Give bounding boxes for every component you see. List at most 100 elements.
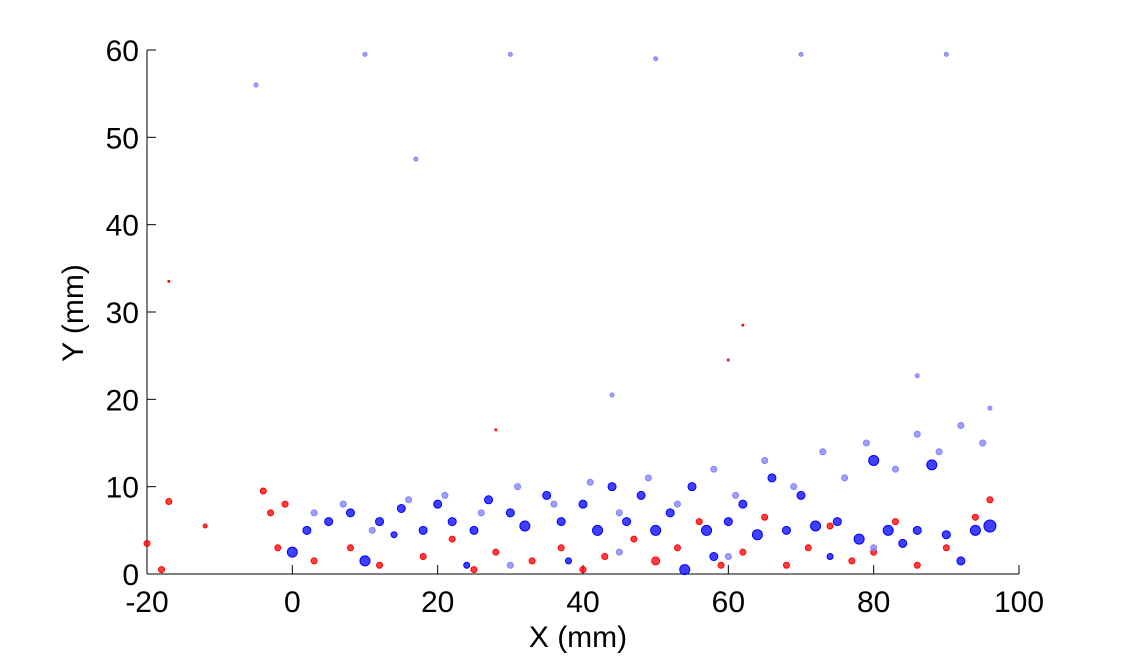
point [158, 566, 166, 574]
point [550, 500, 558, 508]
point [986, 496, 994, 504]
y-tick-label: 60 [106, 35, 139, 68]
y-axis-label: Y (mm) [57, 264, 90, 362]
point [494, 428, 498, 432]
point [695, 518, 703, 526]
point [798, 51, 804, 57]
point [346, 544, 354, 552]
y-tick-label: 10 [106, 472, 139, 505]
point [202, 523, 208, 529]
point [609, 392, 615, 398]
point [324, 517, 334, 527]
point [345, 508, 355, 518]
point [709, 552, 719, 562]
point [578, 499, 588, 509]
point [368, 526, 376, 534]
point [470, 566, 478, 574]
point [310, 509, 318, 517]
point [739, 548, 747, 556]
point [870, 544, 878, 552]
point [673, 544, 681, 552]
point [396, 504, 406, 513]
point [726, 358, 730, 362]
point [819, 448, 827, 456]
point [983, 519, 997, 533]
point [469, 525, 479, 535]
point [259, 487, 267, 495]
point [586, 478, 594, 486]
point [433, 499, 443, 509]
point [701, 524, 713, 536]
point [935, 448, 943, 456]
point [882, 524, 894, 536]
point [969, 524, 981, 536]
point [971, 513, 979, 521]
point [717, 561, 725, 569]
point [651, 556, 661, 566]
point [441, 491, 449, 499]
point [679, 564, 691, 576]
point [418, 525, 428, 535]
point [165, 498, 173, 506]
point [891, 518, 899, 526]
point [167, 279, 171, 283]
point [810, 520, 822, 532]
point [413, 156, 419, 162]
point [636, 490, 646, 500]
point [607, 482, 617, 492]
point [650, 524, 662, 536]
x-tick-label: 80 [857, 586, 890, 619]
point [826, 553, 834, 561]
point [463, 561, 471, 569]
point [913, 430, 921, 438]
point [942, 544, 950, 552]
point [556, 517, 566, 527]
point [507, 51, 513, 57]
point [790, 483, 798, 491]
point [390, 531, 398, 539]
x-tick-label: 20 [421, 586, 454, 619]
point [362, 51, 368, 57]
y-tick-label: 20 [106, 384, 139, 417]
y-tick-label: 30 [106, 297, 139, 330]
point [286, 546, 298, 558]
point [281, 500, 289, 508]
point [505, 508, 515, 518]
point [941, 530, 951, 540]
point [761, 456, 769, 464]
point [615, 509, 623, 517]
point [143, 539, 151, 547]
point [359, 555, 371, 567]
point [519, 520, 531, 532]
point [267, 509, 275, 517]
point [592, 524, 604, 536]
point [274, 544, 282, 552]
point [898, 538, 908, 548]
point [724, 553, 732, 561]
point [781, 525, 791, 535]
point [339, 500, 347, 508]
point [723, 517, 733, 527]
x-tick-label: 0 [284, 586, 301, 619]
point [826, 522, 834, 530]
point [644, 474, 652, 482]
point [687, 482, 697, 492]
point [914, 373, 920, 379]
point [484, 495, 494, 505]
x-tick-label: -20 [125, 586, 168, 619]
point [710, 465, 718, 473]
point [956, 556, 966, 566]
point [853, 533, 865, 545]
point [419, 553, 427, 561]
point [310, 557, 318, 565]
x-tick-label: 100 [994, 586, 1044, 619]
x-axis-label: X (mm) [529, 621, 627, 654]
point [732, 491, 740, 499]
point [751, 529, 763, 541]
point [761, 513, 769, 521]
point [804, 544, 812, 552]
x-tick-label: 40 [566, 586, 599, 619]
point [579, 566, 587, 574]
